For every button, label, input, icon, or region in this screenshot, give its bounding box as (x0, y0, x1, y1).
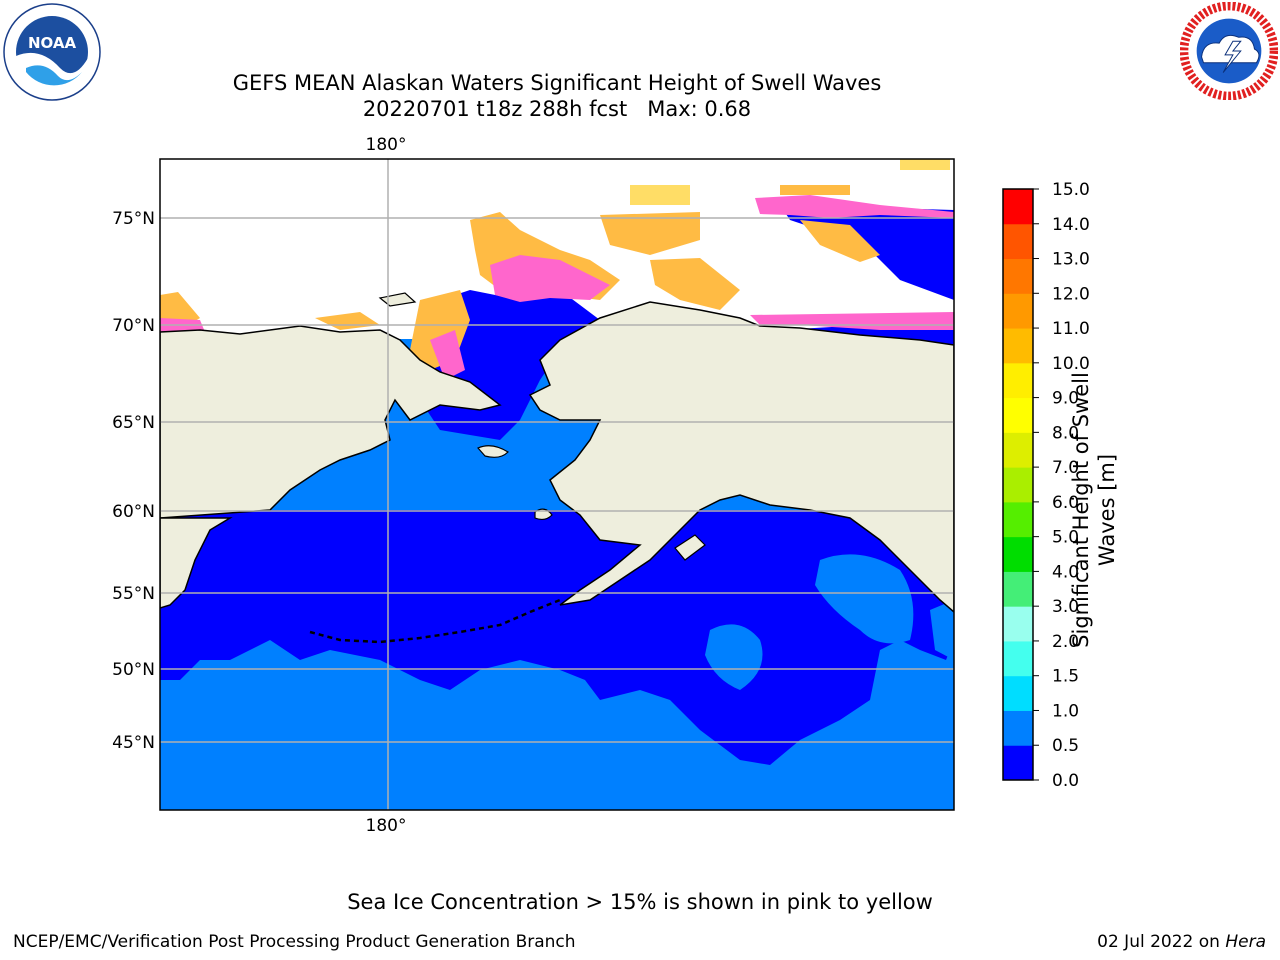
colorbar-segment (1003, 640, 1033, 677)
colorbar-segment (1003, 745, 1033, 781)
sea-ice-note: Sea Ice Concentration > 15% is shown in … (347, 890, 933, 914)
light-patch-3 (930, 600, 954, 660)
colorbar-segment (1003, 397, 1033, 433)
colorbar-tick-label: 9.0 (1052, 389, 1079, 409)
graticule (160, 159, 954, 810)
colorbar-segment (1003, 293, 1033, 329)
light-patch-2 (705, 624, 763, 690)
colorbar-segment (1003, 501, 1033, 538)
colorbar-segment (1003, 362, 1033, 399)
footer-date: 02 Jul 2022 on Hera (1097, 932, 1266, 952)
colorbar-tick-label: 3.0 (1052, 597, 1079, 617)
light-patch-1 (815, 554, 914, 644)
swell-region-deep-blue (160, 510, 954, 765)
footer-date-text: 02 Jul 2022 on (1097, 932, 1226, 952)
sea-ice-pink-2 (430, 330, 465, 380)
colorbar-segment (1003, 467, 1033, 503)
colorbar-tick-label: 0.0 (1052, 771, 1079, 791)
colorbar-label-line2: Waves [m] (1095, 453, 1119, 567)
colorbar-segment (1003, 258, 1033, 294)
colorbar: 0.0 0.5 1.0 1.5 2.0 3.0 4.0 5.0 6.0 7.0 8.0 9.0 10.0… (1002, 180, 1090, 791)
lat-label: 60°N (112, 502, 155, 522)
land-kamchatka (160, 517, 233, 609)
colorbar-tick-label: 4.0 (1052, 562, 1079, 582)
colorbar-tick-label: 0.5 (1052, 736, 1079, 756)
sea-ice-pink-3 (755, 195, 954, 218)
colorbar-segment (1003, 606, 1033, 642)
lon-label-top: 180° (366, 135, 407, 155)
sea-ice-orange-4 (650, 258, 740, 310)
footer-branch: NCEP/EMC/Verification Post Processing Pr… (13, 932, 576, 952)
colorbar-tick-label: 5.0 (1052, 528, 1079, 548)
colorbar-frame (1002, 188, 1034, 781)
colorbar-tick-label: 10.0 (1052, 354, 1090, 374)
map-frame (159, 158, 955, 811)
sea-ice-yellow-1 (630, 185, 690, 205)
colorbar-tick-label: 11.0 (1052, 319, 1090, 339)
colorbar-segment (1003, 189, 1033, 225)
colorbar-tick-label: 13.0 (1052, 250, 1090, 270)
colorbar-tick-label: 6.0 (1052, 493, 1079, 513)
colorbar-segment (1003, 710, 1033, 746)
lat-label: 75°N (112, 209, 155, 229)
colorbar-segment (1003, 328, 1033, 364)
colorbar-label: Significant Height of Swell Waves [m] (1068, 350, 1120, 670)
colorbar-segment (1003, 571, 1033, 607)
lat-label: 55°N (112, 584, 155, 604)
footer-host: Hera (1225, 932, 1266, 952)
colorbar-segment (1003, 536, 1033, 572)
colorbar-tick-label: 15.0 (1052, 180, 1090, 200)
lat-label: 70°N (112, 316, 155, 336)
colorbar-label-line1: Significant Height of Swell (1069, 372, 1093, 648)
chart-subtitle: 20220701 t18z 288h fcst Max: 0.68 (362, 97, 752, 121)
chart-title: GEFS MEAN Alaskan Waters Significant Hei… (232, 71, 882, 95)
lon-label-bottom: 180° (366, 816, 407, 836)
colorbar-tick-label: 12.0 (1052, 284, 1090, 304)
lat-label: 45°N (112, 733, 155, 753)
aleutian-islands (309, 598, 561, 644)
sea-ice-yellow-2 (900, 159, 950, 170)
colorbar-tick-label: 1.0 (1052, 701, 1079, 721)
sea-ice-orange-8 (780, 185, 850, 195)
lat-labels: 75°N 70°N 65°N 60°N 55°N 50°N 45°N (112, 209, 155, 753)
colorbar-tick-label: 1.5 (1052, 667, 1079, 687)
nws-logo (1180, 2, 1278, 100)
colorbar-tick-label: 14.0 (1052, 215, 1090, 235)
colorbar-segment (1003, 675, 1033, 711)
land-st-lawrence-island (477, 445, 509, 458)
colorbar-tick-label: 2.0 (1052, 632, 1079, 652)
sea-ice-orange-3 (600, 212, 700, 255)
colorbar-segment (1003, 432, 1033, 468)
lat-label: 50°N (112, 660, 155, 680)
colorbar-tick-label: 8.0 (1052, 423, 1079, 443)
sea-ice-orange-5 (800, 220, 880, 262)
lat-label: 65°N (112, 413, 155, 433)
noaa-logo: NOAA (3, 3, 101, 101)
colorbar-segment (1003, 223, 1033, 260)
land-kodiak-island (674, 534, 706, 561)
map-area (160, 159, 954, 810)
land-alaska (528, 301, 954, 613)
colorbar-tick-label: 7.0 (1052, 458, 1079, 478)
sea-ice-pink-1 (490, 255, 610, 302)
noaa-logo-text: NOAA (28, 34, 77, 52)
